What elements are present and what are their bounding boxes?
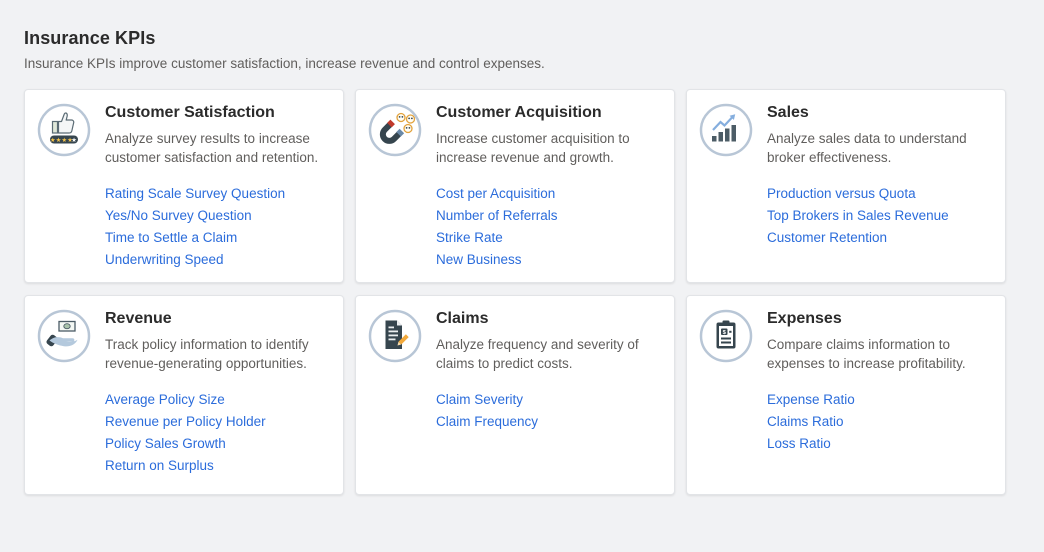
link-average-policy-size[interactable]: Average Policy Size: [105, 392, 225, 408]
link-claim-severity[interactable]: Claim Severity: [436, 392, 524, 408]
card-description: Track policy information to identify rev…: [105, 337, 309, 372]
card-links: Production versus Quota Top Brokers in S…: [767, 183, 991, 249]
page-subtitle: Insurance KPIs improve customer satisfac…: [24, 56, 545, 71]
page-header: Insurance KPIs Insurance KPIs improve cu…: [24, 28, 1020, 71]
document-pencil-icon: [368, 309, 422, 363]
svg-text:$: $: [723, 330, 727, 336]
dollar-clipboard-icon: $: [699, 309, 753, 363]
link-top-brokers-in-sales-revenue[interactable]: Top Brokers in Sales Revenue: [767, 208, 949, 224]
link-loss-ratio[interactable]: Loss Ratio: [767, 436, 831, 452]
link-production-versus-quota[interactable]: Production versus Quota: [767, 186, 916, 202]
card-description: Compare claims information to expenses t…: [767, 337, 966, 372]
page-title: Insurance KPIs: [24, 28, 156, 48]
link-strike-rate[interactable]: Strike Rate: [436, 230, 503, 246]
link-claims-ratio[interactable]: Claims Ratio: [767, 414, 844, 430]
card-links: Rating Scale Survey Question Yes/No Surv…: [105, 183, 329, 271]
link-number-of-referrals[interactable]: Number of Referrals: [436, 208, 558, 224]
link-claim-frequency[interactable]: Claim Frequency: [436, 414, 539, 430]
card-title: Sales: [767, 104, 809, 121]
card-title: Revenue: [105, 310, 172, 327]
link-new-business[interactable]: New Business: [436, 252, 522, 268]
card-sales: Sales Analyze sales data to understand b…: [686, 89, 1006, 283]
link-underwriting-speed[interactable]: Underwriting Speed: [105, 252, 224, 268]
card-customer-acquisition: Customer Acquisition Increase customer a…: [355, 89, 675, 283]
card-title: Customer Satisfaction: [105, 104, 275, 121]
card-body: Claims Analyze frequency and severity of…: [436, 309, 660, 433]
card-customer-satisfaction: ★★★★ ★ Customer Satisfaction Analyze sur…: [24, 89, 344, 283]
card-description: Increase customer acquisition to increas…: [436, 131, 630, 166]
card-description: Analyze frequency and severity of claims…: [436, 337, 639, 372]
card-revenue: Revenue Track policy information to iden…: [24, 295, 344, 495]
card-body: Revenue Track policy information to iden…: [105, 309, 329, 477]
card-links: Expense Ratio Claims Ratio Loss Ratio: [767, 389, 991, 455]
card-links: Average Policy Size Revenue per Policy H…: [105, 389, 329, 477]
link-time-to-settle-a-claim[interactable]: Time to Settle a Claim: [105, 230, 238, 246]
svg-text:★: ★: [71, 137, 77, 144]
hand-banknote-icon: [37, 309, 91, 363]
card-title: Customer Acquisition: [436, 104, 602, 121]
card-body: Expenses Compare claims information to e…: [767, 309, 991, 455]
card-body: Customer Satisfaction Analyze survey res…: [105, 103, 329, 271]
card-links: Cost per Acquisition Number of Referrals…: [436, 183, 660, 271]
link-revenue-per-policy-holder[interactable]: Revenue per Policy Holder: [105, 414, 266, 430]
svg-text:★★★★: ★★★★: [50, 137, 73, 144]
kpi-cards-grid: ★★★★ ★ Customer Satisfaction Analyze sur…: [24, 89, 1020, 495]
card-links: Claim Severity Claim Frequency: [436, 389, 660, 433]
link-cost-per-acquisition[interactable]: Cost per Acquisition: [436, 186, 556, 202]
link-policy-sales-growth[interactable]: Policy Sales Growth: [105, 436, 226, 452]
link-expense-ratio[interactable]: Expense Ratio: [767, 392, 855, 408]
card-description: Analyze sales data to understand broker …: [767, 131, 967, 166]
insurance-kpis-page: Insurance KPIs Insurance KPIs improve cu…: [0, 28, 1044, 495]
link-rating-scale-survey-question[interactable]: Rating Scale Survey Question: [105, 186, 286, 202]
card-title: Expenses: [767, 310, 842, 327]
card-expenses: $ Expenses Compare claims information to…: [686, 295, 1006, 495]
link-customer-retention[interactable]: Customer Retention: [767, 230, 888, 246]
link-return-on-surplus[interactable]: Return on Surplus: [105, 458, 214, 474]
thumbs-up-stars-icon: ★★★★ ★: [37, 103, 91, 157]
card-description: Analyze survey results to increase custo…: [105, 131, 319, 166]
card-body: Sales Analyze sales data to understand b…: [767, 103, 991, 249]
bar-chart-trend-arrow-icon: [699, 103, 753, 157]
magnet-customers-icon: [368, 103, 422, 157]
card-title: Claims: [436, 310, 489, 327]
card-body: Customer Acquisition Increase customer a…: [436, 103, 660, 271]
card-claims: Claims Analyze frequency and severity of…: [355, 295, 675, 495]
link-yes-no-survey-question[interactable]: Yes/No Survey Question: [105, 208, 252, 224]
